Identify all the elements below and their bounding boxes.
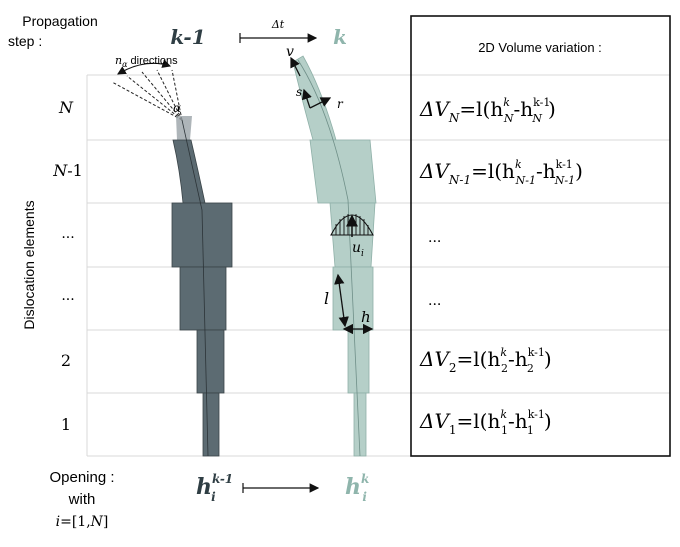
with-label: with: [68, 491, 96, 508]
opening-prev: hk-1 i: [196, 472, 233, 504]
directions-n-sub: α: [122, 60, 128, 69]
equation-row-N-1: ΔVN-1=l(hk N-1-hk-1 N-1): [419, 158, 583, 187]
v-label: v: [286, 44, 294, 60]
opening-label: Opening :: [49, 469, 114, 486]
h-label: h: [361, 308, 371, 326]
directions-label: nα directions: [115, 54, 178, 69]
next-element-2: [347, 329, 370, 394]
next-element-1: [353, 392, 367, 457]
row-label-1: 1: [61, 415, 71, 434]
index-range-label: i=[1,N]: [56, 514, 109, 530]
prev-element-N-1: [172, 139, 206, 204]
next-step-label: k: [333, 25, 347, 49]
prev-element-mid-2: [179, 266, 227, 331]
u-label: ui: [352, 240, 364, 259]
row-label-2: 2: [61, 351, 71, 370]
prev-step-label: k-1: [170, 25, 205, 49]
s-label: s: [296, 85, 302, 99]
volume-equations: ΔVN=l(hk N-hk-1 N) ΔVN-1=l(hk N-1-hk-1 N-1) …: [419, 96, 583, 437]
v-arrow: [290, 56, 301, 77]
next-centerline: [297, 59, 361, 457]
alpha-label: α: [173, 101, 181, 115]
row-label-N-1: N-1: [52, 161, 83, 180]
opening-next: hk i: [345, 472, 369, 504]
r-label: r: [337, 97, 344, 111]
r-arrow: [309, 97, 332, 109]
directions-arc-arrow: [117, 59, 172, 75]
equation-row-2: ΔV2=l(hk 2-hk-1 2): [419, 346, 552, 375]
equation-row-dots-2: ...: [428, 293, 441, 309]
equation-row-dots-1: ...: [428, 230, 441, 246]
prev-centerline: [181, 119, 209, 457]
equation-row-N: ΔVN=l(hk N-hk-1 N): [419, 96, 556, 125]
prev-element-2: [196, 329, 225, 394]
l-arrow: [334, 273, 349, 328]
volume-panel-title: 2D Volume variation :: [478, 40, 602, 55]
row-label-N: N: [58, 98, 74, 117]
row-label-dots-2: ...: [61, 288, 74, 304]
step-label: step :: [8, 33, 42, 49]
equation-row-1: ΔV1=l(hk 1-hk-1 1): [419, 408, 552, 437]
prev-crack-shape: [171, 139, 233, 457]
volume-panel: [410, 15, 671, 457]
directions-n: n: [115, 54, 122, 67]
directions-fan: [111, 69, 183, 121]
delta-t-label: Δt: [271, 18, 285, 31]
row-label-dots-1: ...: [61, 226, 74, 242]
l-label: l: [324, 289, 329, 308]
next-element-N-1: [309, 139, 377, 204]
s-arrow: [301, 88, 312, 109]
propagation-label: Propagation: [22, 13, 98, 29]
y-axis-label: Dislocation elements: [21, 200, 37, 329]
directions-word: directions: [128, 55, 179, 67]
prev-element-1: [202, 392, 220, 457]
